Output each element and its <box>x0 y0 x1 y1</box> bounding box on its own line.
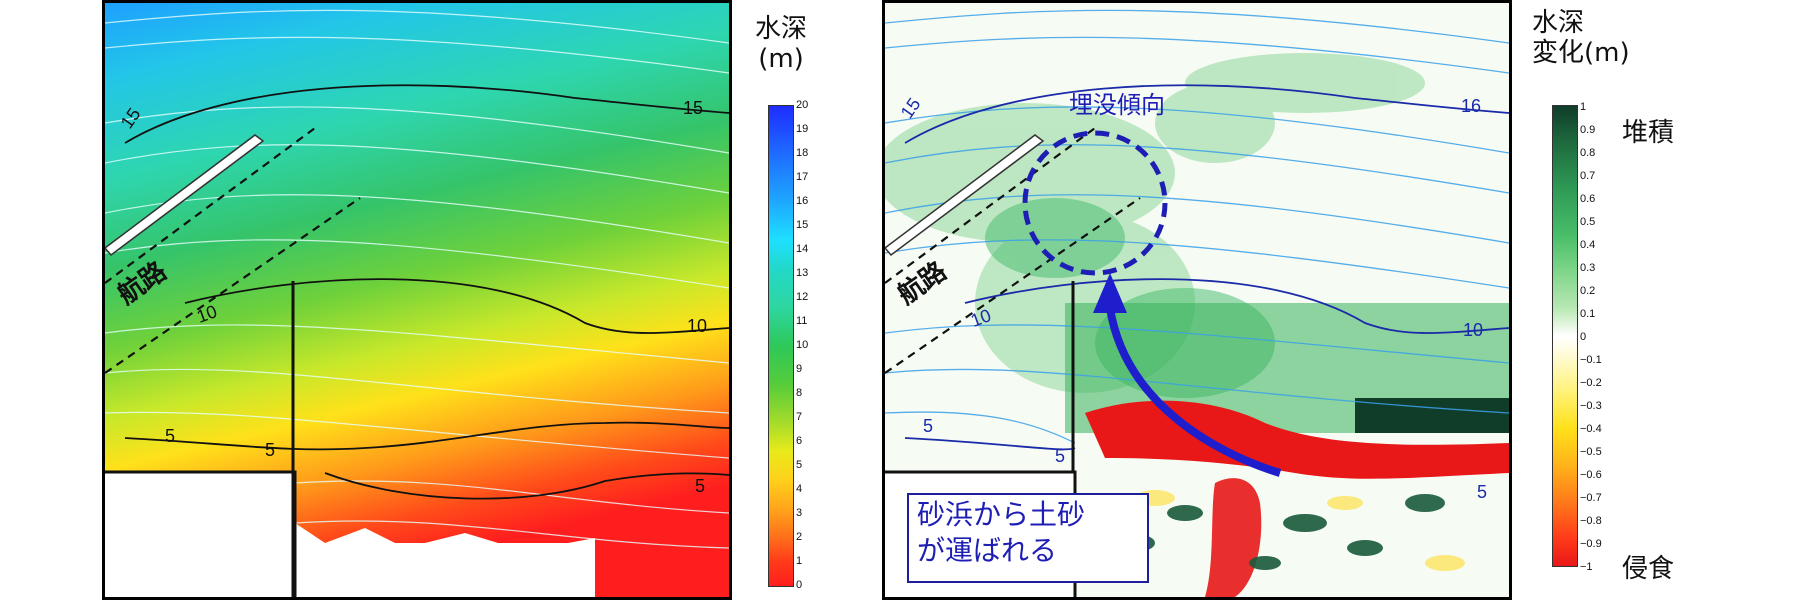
colorbar-title-line1: 水深 <box>754 14 807 44</box>
tick-label: −0.3 <box>1580 400 1602 412</box>
channel-boundary-upper <box>105 127 316 284</box>
callout-line2: が運ばれる <box>917 534 1058 567</box>
tick-label: −0.8 <box>1580 515 1602 527</box>
tick-label: −1 <box>1580 561 1593 573</box>
breakwater <box>885 134 1045 257</box>
erosion-label: 侵食 <box>1622 554 1675 584</box>
tick-label: 4 <box>796 483 803 495</box>
tick-label: 0.2 <box>1580 285 1596 297</box>
tick-label: 0.6 <box>1580 193 1596 205</box>
contour-label: 10 <box>968 305 994 331</box>
channel-boundary-upper <box>885 127 1096 284</box>
change-colorbar-title: 水深 変化(m) <box>1532 8 1672 68</box>
burial-tendency-label: 埋没傾向 <box>1069 91 1165 119</box>
contour-label: 5 <box>265 440 276 460</box>
tick-label: 13 <box>796 267 809 279</box>
tick-label: −0.7 <box>1580 492 1602 504</box>
tick-label: 0.7 <box>1580 170 1596 182</box>
land-area <box>105 473 295 597</box>
channel-boundary-lower <box>105 197 361 374</box>
tick-label: 16 <box>796 195 809 207</box>
depth-map-panel: 航路 15 15 10 10 5 5 5 <box>102 0 732 600</box>
erosion-band <box>1085 400 1509 479</box>
breakwater <box>105 134 265 257</box>
sediment-arrow <box>1106 307 1282 477</box>
tick-label: 0 <box>1580 331 1587 343</box>
tick-label: 0.3 <box>1580 262 1596 274</box>
contour-label: 5 <box>165 426 176 446</box>
change-colorbar-ticks: 1 0.9 0.8 0.7 0.6 0.5 0.4 0.3 0.2 0.1 0 … <box>1580 101 1620 573</box>
tick-label: 19 <box>796 123 809 135</box>
contour-label: 10 <box>687 316 708 336</box>
tick-label: 1 <box>1580 101 1587 113</box>
burial-zone-circle <box>1022 130 1168 276</box>
major-contours <box>124 84 729 500</box>
depth-map-svg <box>105 3 729 597</box>
tick-label: 2 <box>796 531 803 543</box>
tick-label: 0.5 <box>1580 216 1596 228</box>
tick-label: 7 <box>796 411 803 423</box>
depth-colorbar-title: 水深 (m) <box>746 14 816 74</box>
colorbar-title-line2: 変化(m) <box>1532 38 1630 68</box>
change-colorbar <box>1552 105 1578 567</box>
depth-contours <box>885 9 1509 444</box>
channel-boundary-lower <box>885 197 1141 374</box>
tick-label: 11 <box>796 315 808 327</box>
tick-label: −0.6 <box>1580 469 1602 481</box>
deposition-label: 堆積 <box>1622 118 1675 148</box>
contour-label: 5 <box>1055 446 1066 466</box>
contour-label: 10 <box>194 301 220 327</box>
minor-contours <box>105 9 729 549</box>
tick-label: 0.8 <box>1580 147 1596 159</box>
colorbar-title-line2: (m) <box>758 44 804 74</box>
contour-label: 16 <box>1461 96 1482 116</box>
tick-label: 0.9 <box>1580 124 1596 136</box>
tick-label: 15 <box>796 219 809 231</box>
tick-label: 3 <box>796 507 803 519</box>
depth-change-map-panel: 航路 15 16 10 10 5 5 5 埋没傾向 砂浜から土砂 が運ばれる <box>882 0 1512 600</box>
tick-label: 10 <box>796 339 809 351</box>
tick-label: 0 <box>796 579 803 591</box>
tick-label: 5 <box>796 459 803 471</box>
sediment-arrow-head <box>1093 273 1127 313</box>
tick-label: 14 <box>796 243 809 255</box>
contour-label: 5 <box>923 416 934 436</box>
tick-label: 9 <box>796 363 803 375</box>
contour-label: 15 <box>683 98 704 118</box>
sediment-callout: 砂浜から土砂 が運ばれる <box>907 493 1149 583</box>
tick-label: 20 <box>796 99 809 111</box>
tick-label: 0.4 <box>1580 239 1596 251</box>
tick-label: 18 <box>796 147 809 159</box>
tick-label: −0.5 <box>1580 446 1602 458</box>
contour-label: 5 <box>695 476 706 496</box>
tick-label: 8 <box>796 387 803 399</box>
tick-label: 6 <box>796 435 803 447</box>
tick-label: −0.4 <box>1580 423 1602 435</box>
tick-label: −0.1 <box>1580 354 1602 366</box>
colorbar-title-line1: 水深 <box>1532 8 1585 38</box>
tick-label: −0.2 <box>1580 377 1602 389</box>
tick-label: 0.1 <box>1580 308 1596 320</box>
depth-colorbar-ticks: 20 19 18 17 16 15 14 13 12 11 10 9 8 7 6… <box>796 100 826 591</box>
tick-label: 1 <box>796 555 803 567</box>
callout-line1: 砂浜から土砂 <box>917 498 1086 531</box>
contour-label: 10 <box>1463 320 1484 340</box>
contour-label: 5 <box>1477 482 1488 502</box>
tick-label: −0.9 <box>1580 538 1602 550</box>
tick-label: 12 <box>796 291 809 303</box>
tick-label: 17 <box>796 171 809 183</box>
depth-colorbar <box>768 105 794 587</box>
